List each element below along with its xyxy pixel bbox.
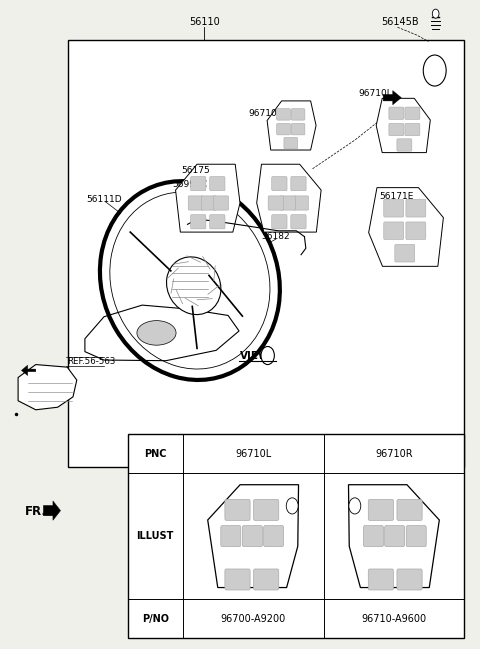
- Text: 96710L: 96710L: [235, 448, 271, 459]
- Text: 56182: 56182: [262, 232, 290, 241]
- Circle shape: [286, 498, 298, 514]
- Circle shape: [349, 498, 361, 514]
- Polygon shape: [22, 365, 36, 376]
- FancyBboxPatch shape: [210, 177, 225, 191]
- Polygon shape: [267, 101, 316, 150]
- Text: FR.: FR.: [25, 506, 47, 519]
- FancyBboxPatch shape: [276, 123, 290, 135]
- Text: 56991C: 56991C: [172, 180, 207, 190]
- FancyBboxPatch shape: [253, 500, 279, 520]
- Text: P/NO: P/NO: [142, 613, 169, 624]
- FancyBboxPatch shape: [128, 434, 464, 638]
- FancyBboxPatch shape: [284, 138, 298, 149]
- FancyBboxPatch shape: [291, 123, 305, 135]
- Text: 96700-A9200: 96700-A9200: [220, 613, 286, 624]
- Polygon shape: [383, 91, 401, 104]
- Text: 56111D: 56111D: [86, 195, 122, 204]
- FancyBboxPatch shape: [368, 500, 394, 520]
- Text: 96710L: 96710L: [359, 89, 392, 97]
- Polygon shape: [208, 485, 299, 587]
- FancyBboxPatch shape: [213, 196, 228, 210]
- FancyBboxPatch shape: [225, 569, 250, 590]
- FancyBboxPatch shape: [201, 196, 216, 210]
- FancyBboxPatch shape: [225, 500, 250, 520]
- Ellipse shape: [167, 257, 221, 315]
- Text: A: A: [432, 66, 438, 75]
- FancyBboxPatch shape: [272, 215, 287, 229]
- Text: 96710R: 96710R: [375, 448, 413, 459]
- FancyBboxPatch shape: [272, 177, 287, 191]
- Text: 56110: 56110: [189, 17, 219, 27]
- FancyBboxPatch shape: [191, 215, 206, 229]
- Circle shape: [261, 347, 275, 365]
- Text: ILLUST: ILLUST: [137, 531, 174, 541]
- FancyBboxPatch shape: [397, 139, 412, 151]
- Polygon shape: [376, 98, 430, 153]
- Polygon shape: [85, 305, 239, 361]
- FancyBboxPatch shape: [221, 526, 241, 546]
- Text: VIEW: VIEW: [240, 350, 271, 360]
- FancyBboxPatch shape: [384, 526, 405, 546]
- FancyBboxPatch shape: [242, 526, 263, 546]
- FancyBboxPatch shape: [291, 215, 306, 229]
- Ellipse shape: [137, 321, 176, 345]
- FancyBboxPatch shape: [397, 569, 422, 590]
- FancyBboxPatch shape: [406, 526, 426, 546]
- Text: 56175: 56175: [182, 166, 211, 175]
- Text: 56171E: 56171E: [379, 192, 414, 201]
- FancyBboxPatch shape: [405, 107, 420, 119]
- Circle shape: [432, 9, 439, 18]
- Polygon shape: [43, 501, 60, 520]
- FancyBboxPatch shape: [188, 196, 204, 210]
- FancyBboxPatch shape: [368, 569, 394, 590]
- Polygon shape: [18, 365, 77, 410]
- FancyBboxPatch shape: [389, 123, 404, 136]
- FancyBboxPatch shape: [276, 108, 290, 120]
- Text: A: A: [265, 351, 271, 360]
- Text: PNC: PNC: [144, 448, 167, 459]
- FancyBboxPatch shape: [389, 107, 404, 119]
- FancyBboxPatch shape: [384, 199, 404, 217]
- Polygon shape: [348, 485, 439, 587]
- Text: 96710-A9600: 96710-A9600: [361, 613, 426, 624]
- FancyBboxPatch shape: [397, 500, 422, 520]
- Polygon shape: [176, 164, 240, 232]
- FancyBboxPatch shape: [280, 196, 295, 210]
- Text: 96710R: 96710R: [249, 109, 284, 118]
- FancyBboxPatch shape: [191, 177, 206, 191]
- Text: REF.56-563: REF.56-563: [67, 357, 116, 366]
- Circle shape: [423, 55, 446, 86]
- FancyBboxPatch shape: [293, 196, 309, 210]
- Polygon shape: [257, 164, 321, 232]
- FancyBboxPatch shape: [268, 196, 283, 210]
- FancyBboxPatch shape: [395, 245, 415, 262]
- Polygon shape: [369, 188, 444, 266]
- FancyBboxPatch shape: [210, 215, 225, 229]
- FancyBboxPatch shape: [384, 222, 404, 239]
- FancyBboxPatch shape: [291, 177, 306, 191]
- FancyBboxPatch shape: [264, 526, 284, 546]
- FancyBboxPatch shape: [406, 222, 426, 239]
- FancyBboxPatch shape: [363, 526, 384, 546]
- FancyBboxPatch shape: [68, 40, 464, 467]
- FancyBboxPatch shape: [406, 199, 426, 217]
- Text: 56145B: 56145B: [381, 17, 419, 27]
- FancyBboxPatch shape: [405, 123, 420, 136]
- FancyBboxPatch shape: [291, 108, 305, 120]
- FancyBboxPatch shape: [253, 569, 279, 590]
